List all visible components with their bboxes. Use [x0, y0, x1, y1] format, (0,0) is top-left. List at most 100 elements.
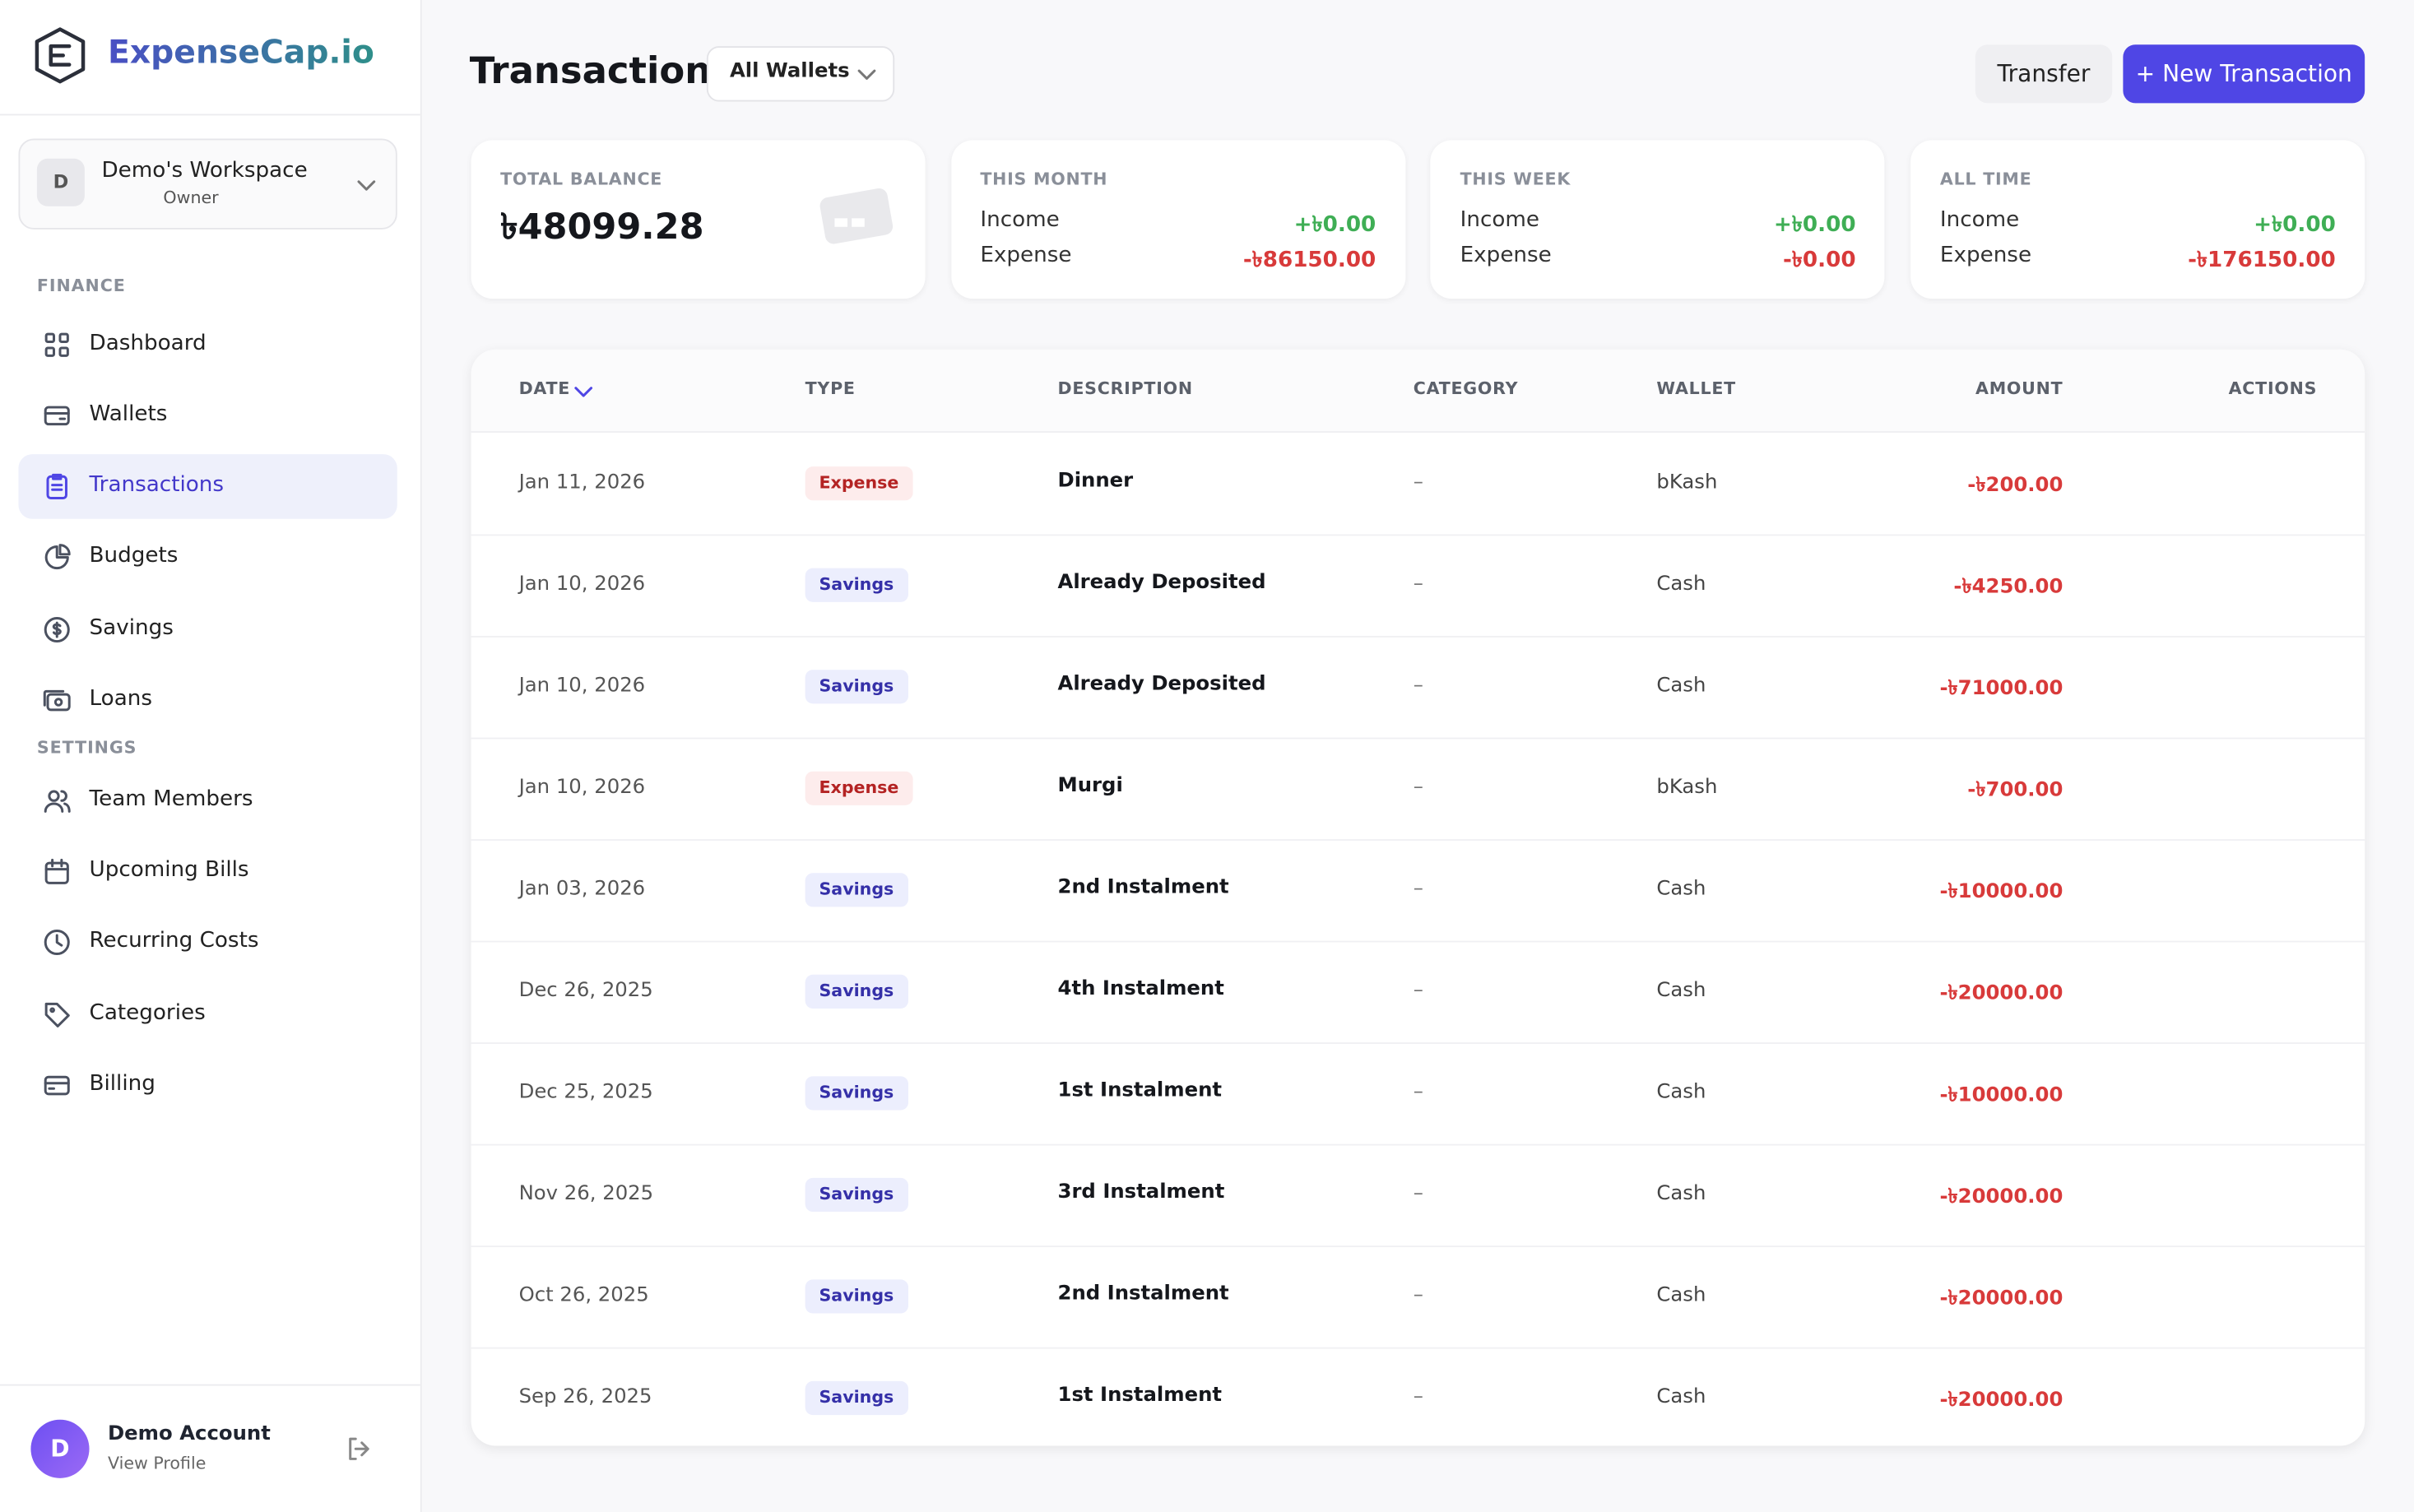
nav-item[interactable]: Budgets — [89, 543, 179, 568]
sidebar-divider — [0, 114, 420, 116]
nav-icon — [44, 790, 71, 813]
type-badge: Savings — [805, 1380, 908, 1416]
nav-icon — [44, 616, 70, 643]
row-divider — [471, 839, 2365, 841]
logout-icon — [349, 1437, 369, 1460]
cell-wallet: Cash — [1656, 1283, 1706, 1308]
account-avatar[interactable]: D — [30, 1419, 90, 1478]
type-badge: Savings — [805, 1076, 908, 1111]
type-badge: Savings — [805, 568, 908, 602]
income-label: Income — [1939, 207, 2020, 233]
cell-description: 1st Instalment — [1057, 1079, 1223, 1103]
nav-icon — [44, 858, 69, 884]
nav-icon — [43, 689, 71, 712]
row-divider — [471, 534, 2365, 536]
section-title: SETTINGS — [36, 737, 137, 758]
cell-description: 3rd Instalment — [1057, 1180, 1225, 1204]
nav-item[interactable]: Loans — [89, 686, 153, 712]
cell-amount: -৳20000.00 — [1939, 1389, 2064, 1412]
row-divider — [471, 737, 2365, 740]
new-transaction-button[interactable]: + New Transaction — [2123, 44, 2365, 104]
expense-value: -৳0.00 — [1782, 248, 1856, 273]
row-divider — [471, 636, 2365, 638]
type-badge: Savings — [805, 1279, 908, 1314]
nav-icon — [46, 473, 67, 499]
cell-description: Already Deposited — [1057, 672, 1266, 697]
cell-wallet: Cash — [1656, 1080, 1706, 1105]
income-value: +৳0.00 — [1293, 212, 1376, 238]
logo-text[interactable]: ExpenseCap.io — [107, 34, 374, 72]
sort-icon — [574, 387, 593, 397]
nav-item[interactable]: Categories — [89, 1000, 206, 1026]
section-title: FINANCE — [36, 276, 126, 296]
cell-amount: -৳4250.00 — [1953, 576, 2064, 600]
cell-date: Dec 25, 2025 — [518, 1080, 653, 1105]
cell-category: – — [1413, 1080, 1423, 1105]
cell-amount: -৳10000.00 — [1939, 1083, 2064, 1107]
type-badge: Savings — [805, 873, 908, 907]
table-header-bg — [471, 349, 2365, 433]
income-value: +৳0.00 — [2254, 212, 2336, 238]
column-header: TYPE — [805, 378, 856, 399]
nav-icon — [44, 929, 70, 956]
nav-item[interactable]: Savings — [89, 615, 174, 641]
cell-date: Jan 10, 2026 — [518, 674, 646, 698]
nav-icon — [44, 1002, 70, 1027]
cell-wallet: bKash — [1656, 776, 1718, 800]
column-header: AMOUNT — [1975, 378, 2064, 399]
row-divider — [471, 1143, 2365, 1146]
cell-category: – — [1413, 674, 1423, 698]
cell-date: Dec 26, 2025 — [518, 979, 653, 1003]
sidebar-divider — [0, 1384, 420, 1386]
cell-date: Jan 10, 2026 — [518, 776, 646, 800]
cell-date: Jan 10, 2026 — [518, 573, 646, 596]
column-header: WALLET — [1656, 378, 1736, 399]
column-header[interactable]: DATE — [518, 378, 571, 399]
workspace-role: Owner — [163, 188, 219, 208]
page-title: Transactions — [469, 49, 733, 93]
cell-wallet: Cash — [1656, 877, 1706, 901]
cell-description: 4th Instalment — [1057, 977, 1224, 1001]
account-name: Demo Account — [107, 1422, 271, 1446]
cell-description: Dinner — [1057, 469, 1134, 493]
wallet-filter-label: All Wallets — [729, 59, 850, 84]
transfer-button[interactable]: Transfer — [1975, 44, 2113, 104]
nav-item[interactable]: Team Members — [89, 786, 253, 812]
cell-category: – — [1413, 877, 1423, 901]
chevron — [857, 69, 876, 80]
type-badge: Savings — [805, 974, 908, 1009]
logo-icon — [35, 27, 86, 84]
wallet-filter[interactable] — [706, 46, 895, 102]
card-title: THIS MONTH — [980, 169, 1108, 190]
cell-description: 2nd Instalment — [1057, 875, 1229, 900]
column-header: DESCRIPTION — [1057, 378, 1193, 399]
nav-item[interactable]: Wallets — [89, 401, 168, 427]
nav-icon — [44, 332, 69, 357]
balance-value: ৳48099.28 — [500, 207, 704, 248]
nav-item[interactable]: Dashboard — [89, 331, 207, 356]
account-link[interactable]: View Profile — [107, 1453, 207, 1474]
cell-description: Murgi — [1057, 774, 1123, 798]
income-label: Income — [980, 207, 1060, 233]
cell-category: – — [1413, 1182, 1423, 1206]
card-title: ALL TIME — [1939, 169, 2032, 190]
cell-amount: -৳200.00 — [1967, 474, 2064, 498]
cell-amount: -৳700.00 — [1967, 779, 2064, 803]
cell-wallet: Cash — [1656, 674, 1706, 698]
cell-description: 2nd Instalment — [1057, 1282, 1229, 1306]
nav-item[interactable]: Upcoming Bills — [89, 857, 249, 883]
income-value: +৳0.00 — [1773, 212, 1856, 238]
type-badge: Savings — [805, 670, 908, 704]
cell-date: Jan 11, 2026 — [518, 471, 646, 494]
cell-description: Already Deposited — [1057, 571, 1266, 595]
cell-category: – — [1413, 573, 1423, 596]
workspace-avatar: D — [36, 158, 85, 206]
cell-category: – — [1413, 471, 1423, 494]
stat-card — [1910, 140, 2365, 299]
income-label: Income — [1460, 207, 1540, 233]
nav-icon — [44, 544, 71, 570]
nav-item[interactable]: Billing — [89, 1071, 156, 1097]
nav-item[interactable]: Recurring Costs — [89, 928, 259, 953]
nav-item[interactable]: Transactions — [89, 472, 225, 498]
nav-icon — [44, 1075, 70, 1096]
